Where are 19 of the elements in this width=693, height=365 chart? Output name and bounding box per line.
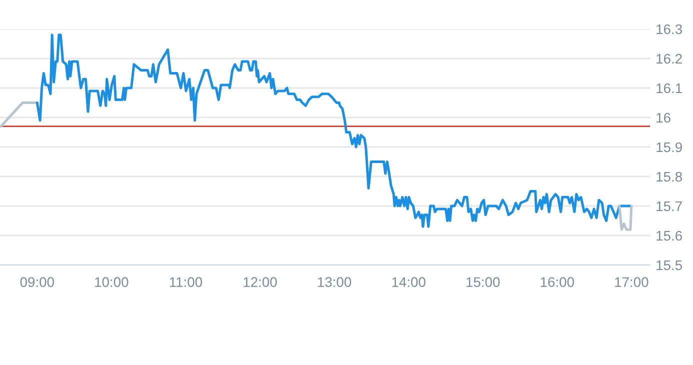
y-tick-label: 16.2 — [656, 54, 682, 64]
y-tick-label: 16.3 — [656, 24, 682, 34]
y-tick-label: 15.6 — [656, 230, 682, 241]
x-tick-label: 10:00 — [95, 277, 128, 288]
y-tick-label: 16.1 — [656, 83, 682, 94]
x-tick-label: 13:00 — [318, 277, 352, 288]
y-tick-label: 15.8 — [656, 172, 682, 182]
line-series — [36, 34, 632, 228]
y-tick-label: 15.7 — [656, 201, 682, 212]
x-tick-label: 16:00 — [540, 277, 574, 288]
y-tick-label: 16 — [656, 112, 670, 123]
x-tick-label: 12:00 — [244, 277, 277, 288]
x-tick-label: 11:00 — [170, 277, 202, 288]
x-tick-label: 17:00 — [615, 277, 648, 288]
x-tick-label: 09:00 — [20, 277, 54, 288]
y-tick-label: 15.5 — [656, 260, 682, 270]
y-tick-label: 15.9 — [656, 142, 682, 152]
x-tick-label: 14:00 — [392, 277, 426, 288]
x-tick-label: 15:00 — [466, 277, 500, 288]
